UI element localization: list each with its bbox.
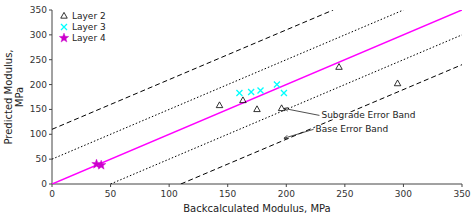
x-tick-label: 150 — [219, 189, 236, 199]
x-axis-line — [52, 184, 462, 185]
scatter-point — [336, 64, 342, 70]
chart: 0 50 100 150 200 250 300 350 0 50 100 150 200 250 300 3… — [0, 0, 475, 222]
scatter-point — [248, 89, 254, 95]
legend-symbol — [61, 12, 67, 18]
legend-symbol — [59, 33, 69, 42]
x-tick-label: 0 — [49, 189, 55, 199]
scatter-point — [394, 80, 400, 86]
y-axis-label: Predicted Modulus,MPa — [3, 49, 25, 144]
scatter-point — [278, 105, 284, 111]
y-tick — [49, 159, 52, 160]
annotation: Base Error Band — [316, 124, 389, 134]
x-tick-label: 100 — [161, 189, 178, 199]
y-axis-label-line: MPa — [14, 87, 25, 107]
x-tick — [169, 184, 170, 187]
scatter-point — [274, 82, 280, 88]
y-tick — [49, 59, 52, 60]
x-tick — [227, 184, 228, 187]
y-tick-label: 300 — [30, 30, 47, 40]
annotation: Subgrade Error Band — [321, 110, 415, 120]
y-axis-label-line: Predicted Modulus, — [3, 49, 14, 144]
scatter-point — [236, 90, 242, 96]
y-tick-label: 150 — [30, 104, 47, 114]
x-tick — [344, 184, 345, 187]
y-tick — [49, 10, 52, 11]
x-tick — [462, 184, 463, 187]
legend-label: Layer 2 — [72, 11, 106, 21]
reference-line — [52, 10, 403, 159]
reference-line — [111, 35, 462, 184]
scatter-point — [281, 90, 287, 96]
x-tick — [110, 184, 111, 187]
y-tick — [49, 134, 52, 135]
scatter-point — [96, 160, 106, 169]
x-tick-label: 350 — [453, 189, 470, 199]
x-tick-label: 300 — [395, 189, 412, 199]
legend-label: Layer 4 — [72, 33, 106, 43]
y-tick-label: 50 — [36, 154, 48, 164]
y-tick — [49, 109, 52, 110]
legend-symbol — [61, 24, 67, 30]
x-tick — [286, 184, 287, 187]
y-tick — [49, 84, 52, 85]
scatter-point — [254, 106, 260, 112]
reference-line — [52, 10, 462, 184]
y-tick-label: 250 — [30, 55, 47, 65]
legend: Layer 2Layer 3Layer 4 — [59, 11, 106, 43]
x-tick — [403, 184, 404, 187]
y-tick — [49, 184, 52, 185]
scatter-point — [258, 88, 264, 94]
y-tick-label: 200 — [30, 80, 47, 90]
scatter-point — [240, 97, 246, 103]
reference-line — [181, 65, 462, 184]
y-axis-line — [52, 10, 53, 184]
scatter-point — [216, 102, 222, 108]
legend-label: Layer 3 — [72, 22, 106, 32]
y-tick-label: 350 — [30, 5, 47, 15]
y-tick — [49, 34, 52, 35]
x-axis-label: Backcalculated Modulus, MPa — [183, 203, 330, 214]
annotation-arrow — [284, 108, 319, 115]
reference-line — [52, 10, 333, 129]
x-tick-label: 200 — [278, 189, 295, 199]
y-tick-label: 100 — [30, 129, 47, 139]
annotation-arrow — [284, 129, 314, 138]
y-tick-label: 0 — [41, 179, 47, 189]
plot-area — [52, 10, 462, 184]
x-tick-label: 250 — [336, 189, 353, 199]
x-tick-label: 50 — [105, 189, 117, 199]
